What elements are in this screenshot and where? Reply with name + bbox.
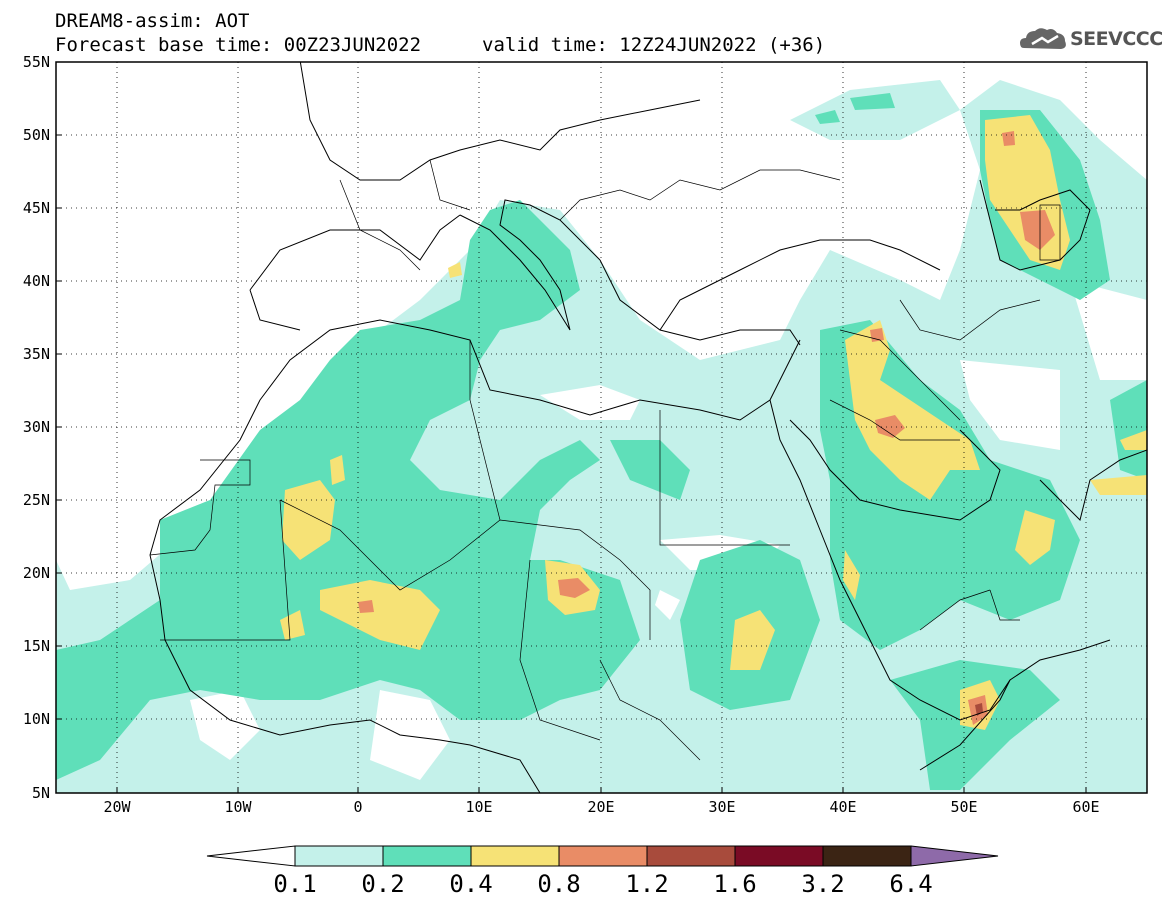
lon-label: 20E <box>587 798 614 816</box>
map-grid <box>56 62 1147 793</box>
lon-label: 10W <box>224 798 252 816</box>
lat-label: 35N <box>23 345 50 363</box>
lat-label: 40N <box>23 272 50 290</box>
colorbar-swatch <box>470 845 560 867</box>
valid-time: valid time: 12Z24JUN2022 (+36) <box>482 34 826 56</box>
lon-label: 10E <box>465 798 492 816</box>
lat-label: 30N <box>23 418 50 436</box>
lon-label: 30E <box>708 798 735 816</box>
lat-label: 25N <box>23 491 50 509</box>
lon-label: 60E <box>1072 798 1099 816</box>
colorbar-label: 6.4 <box>889 870 932 898</box>
lon-label: 40E <box>829 798 856 816</box>
lat-label: 55N <box>23 53 50 71</box>
lon-label: 20W <box>103 798 131 816</box>
lon-label: 0 <box>353 798 362 816</box>
colorbar-label: 0.8 <box>537 870 580 898</box>
colorbar-swatch <box>734 845 824 867</box>
lat-label: 10N <box>23 710 50 728</box>
logo-text: SEEVCCC <box>1070 28 1163 50</box>
cloud-logo-icon <box>1020 28 1066 49</box>
lat-label: 5N <box>32 784 50 802</box>
colorbar-label: 0.2 <box>361 870 404 898</box>
colorbar-swatch <box>206 845 296 867</box>
colorbar-label: 3.2 <box>801 870 844 898</box>
lat-label: 45N <box>23 199 50 217</box>
colorbar-label: 1.6 <box>713 870 756 898</box>
colorbar-label: 0.1 <box>273 870 316 898</box>
map-title: DREAM8-assim: AOT <box>55 10 250 32</box>
colorbar-swatch <box>910 845 999 867</box>
lon-label: 50E <box>950 798 977 816</box>
forecast-base-time: Forecast base time: 00Z23JUN2022 <box>55 34 422 56</box>
lat-label: 50N <box>23 126 50 144</box>
colorbar-swatch <box>294 845 384 867</box>
lat-label: 15N <box>23 637 50 655</box>
colorbar-swatch <box>382 845 472 867</box>
colorbar-label: 1.2 <box>625 870 668 898</box>
colorbar-label: 0.4 <box>449 870 492 898</box>
colorbar-swatch <box>822 845 912 867</box>
borders <box>149 159 1061 761</box>
colorbar-swatch <box>558 845 648 867</box>
lat-label: 20N <box>23 564 50 582</box>
colorbar-swatch <box>646 845 736 867</box>
map-ticks <box>56 134 1087 793</box>
